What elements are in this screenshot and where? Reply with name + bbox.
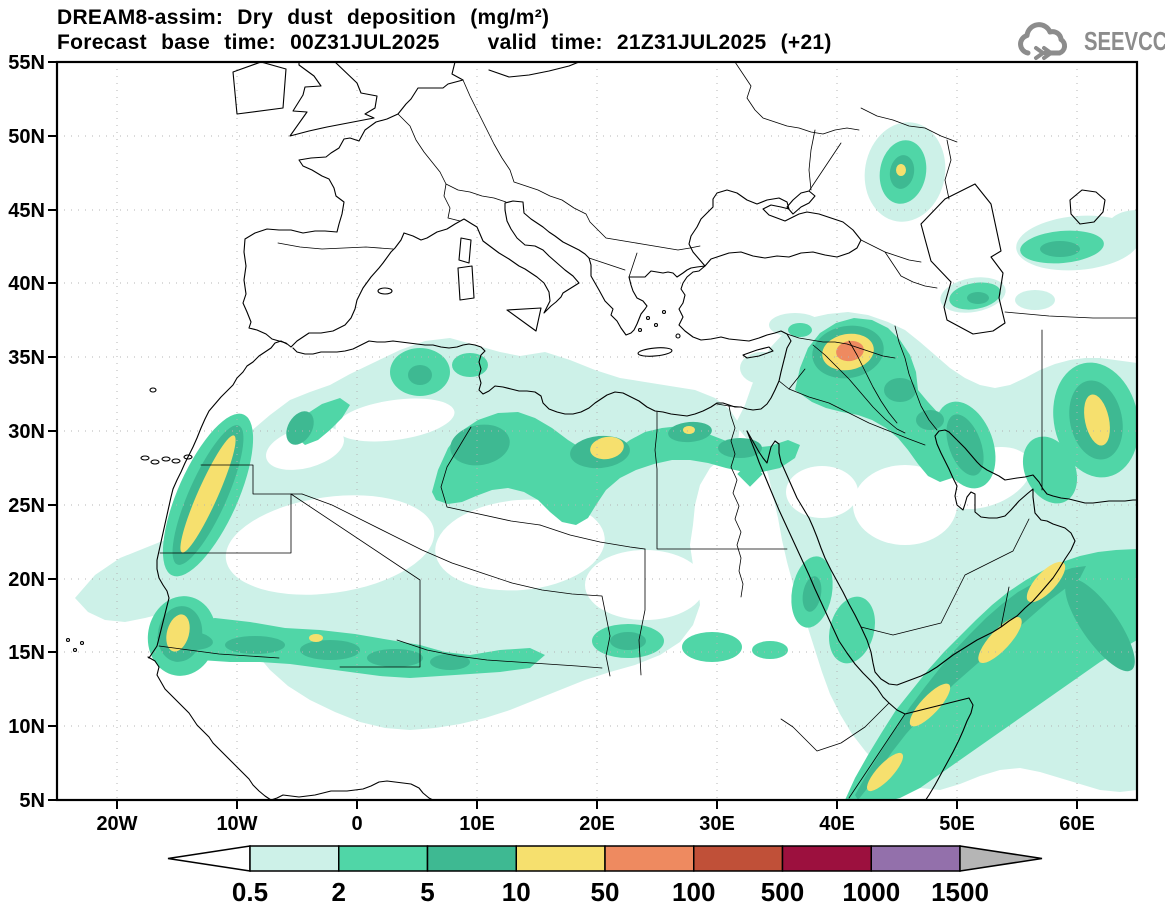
country-borders	[158, 62, 1137, 799]
colorbar-tick-label: 10	[502, 877, 531, 907]
logo-wordmark: SEEVCCC	[1084, 26, 1165, 56]
colorbar-segment	[515, 845, 606, 872]
colorbar-tick-label: 1000	[842, 877, 900, 907]
colorbar-segment	[604, 845, 695, 872]
lon-tick-label: 30E	[699, 813, 735, 835]
colorbar-segment	[693, 845, 784, 872]
lat-tick-label: 5N	[19, 790, 45, 812]
lat-tick-label: 35N	[8, 347, 45, 369]
lon-tick-label: 0	[351, 813, 362, 835]
colorbar-tick-label: 5	[420, 877, 434, 907]
lat-tick-label: 50N	[8, 126, 45, 148]
page-subtitle: Forecast base time: 00Z31JUL2025 valid ti…	[57, 30, 832, 55]
colorbar-underflow-arrow	[167, 845, 251, 872]
lat-tick-label: 45N	[8, 200, 45, 222]
colorbar-tick-label: 500	[761, 877, 804, 907]
colorbar-labels: 0.5 2 5 10 50 100 500 1000 1500	[232, 877, 989, 907]
lon-tick-label: 10W	[216, 813, 257, 835]
lon-tick-label: 10E	[459, 813, 495, 835]
graticule	[57, 62, 1137, 800]
lat-tick-label: 15N	[8, 642, 45, 664]
lon-axis: 20W 10W 0 10E 20E 30E 40E 50E 60E	[96, 813, 1094, 835]
colorbar-tick-label: 100	[672, 877, 715, 907]
lon-tick-label: 50E	[939, 813, 975, 835]
colorbar-tick-label: 1500	[931, 877, 989, 907]
page-title: DREAM8-assim: Dry dust deposition (mg/m²…	[57, 6, 550, 29]
header: DREAM8-assim: Dry dust deposition (mg/m²…	[57, 5, 832, 55]
colorbar-segment	[426, 845, 517, 872]
colorbar-tick-label: 50	[591, 877, 620, 907]
coastlines	[65, 62, 1137, 800]
lat-tick-label: 10N	[8, 716, 45, 738]
lat-tick-label: 40N	[8, 273, 45, 295]
lon-tick-label: 20E	[579, 813, 615, 835]
colorbar-tick-label: 0.5	[232, 877, 268, 907]
colorbar-overflow-arrow	[959, 845, 1043, 872]
valid-time: valid time: 21Z31JUL2025 (+21)	[487, 31, 832, 54]
colorbar-segment	[870, 845, 961, 872]
lon-tick-label: 40E	[819, 813, 855, 835]
logo-text: SEEVCCC	[1084, 26, 1165, 56]
colorbar-segment	[249, 845, 340, 872]
lat-tick-label: 25N	[8, 495, 45, 517]
colorbar-tick-label: 2	[332, 877, 346, 907]
lat-axis: 55N 50N 45N 40N 35N 30N 25N 20N 15N 10N …	[8, 52, 45, 812]
map-frame: 55N 50N 45N 40N 35N 30N 25N 20N 15N 10N …	[8, 52, 1139, 835]
dust-field-layers	[75, 122, 1137, 800]
colorbar-segment	[781, 845, 872, 872]
seevccc-logo: SEEVCCC	[1014, 20, 1165, 62]
colorbar-segment	[338, 845, 429, 872]
forecast-base-time: Forecast base time: 00Z31JUL2025	[57, 31, 440, 54]
dust-level-10	[166, 164, 1110, 792]
lat-tick-label: 20N	[8, 569, 45, 591]
lat-tick-label: 55N	[8, 52, 45, 74]
dust-level-50	[836, 340, 864, 362]
cloud-icon	[1018, 22, 1068, 60]
axis-ticks	[48, 61, 1078, 809]
colorbar: 0.5 2 5 10 50 100 500 1000 1500	[167, 845, 1043, 907]
lon-tick-label: 20W	[96, 813, 137, 835]
lat-tick-label: 30N	[8, 421, 45, 443]
lon-tick-label: 60E	[1059, 813, 1095, 835]
